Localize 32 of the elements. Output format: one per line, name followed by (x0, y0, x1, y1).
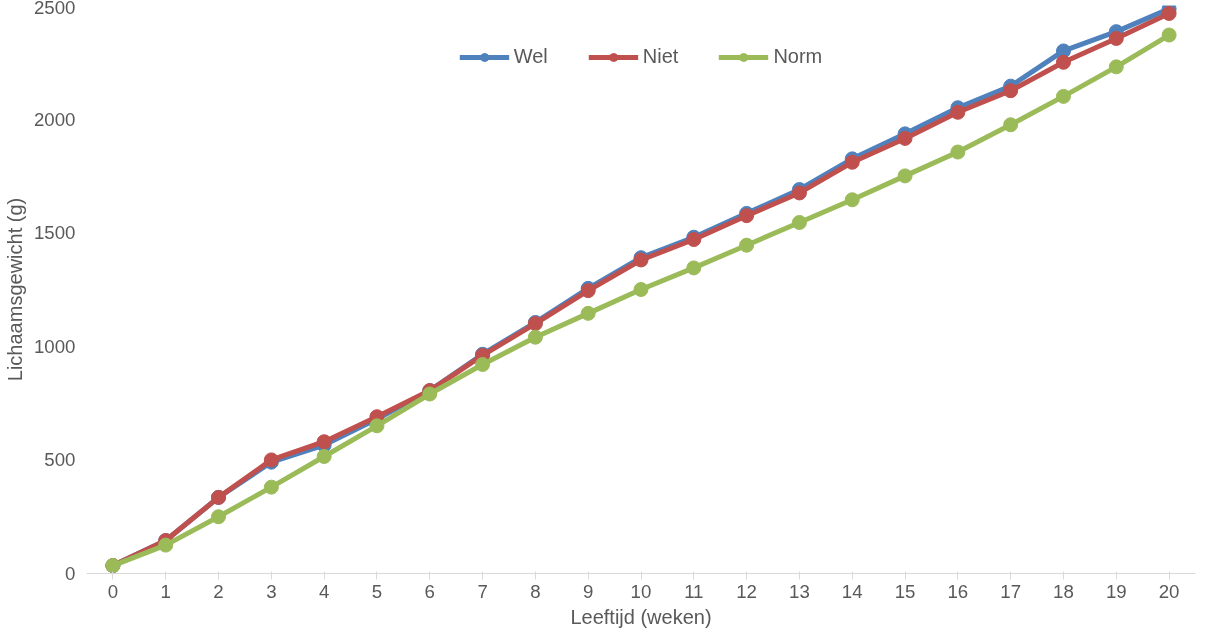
x-tick-label: 20 (1158, 580, 1180, 602)
x-axis-title: Leeftijd (weken) (570, 605, 712, 628)
x-tick-label: 18 (1053, 580, 1074, 602)
x-tick-label: 6 (424, 580, 435, 602)
x-tick-label: 4 (318, 580, 330, 602)
legend-label: Wel (513, 45, 548, 68)
y-axis-title: Lichaamsgewicht (g) (4, 197, 26, 382)
x-tick-label: 9 (583, 580, 594, 602)
x-tick-label: 7 (477, 580, 488, 602)
y-tick-label: 2500 (34, 0, 76, 18)
x-tick-label: 16 (947, 580, 969, 602)
x-tick-label: 10 (630, 580, 652, 602)
legend-label: Norm (773, 45, 823, 68)
x-tick-label: 3 (266, 580, 277, 602)
y-tick-label: 500 (44, 449, 76, 471)
x-tick-label: 14 (841, 580, 863, 602)
x-tick-label: 12 (736, 580, 758, 602)
x-tick-label: 13 (789, 580, 810, 602)
y-tick-label: 2000 (34, 108, 76, 130)
x-tick-label: 15 (894, 580, 916, 602)
x-tick-label: 8 (530, 580, 541, 602)
y-tick-label: 1500 (34, 222, 76, 244)
legend-label: Niet (642, 45, 679, 68)
x-tick-label: 2 (213, 580, 224, 602)
x-tick-label: 0 (107, 580, 119, 602)
y-tick-label: 1000 (34, 335, 76, 357)
x-tick-label: 19 (1105, 580, 1127, 602)
x-tick-label: 1 (160, 580, 171, 602)
x-tick-label: 11 (684, 580, 704, 602)
x-tick-label: 17 (1000, 580, 1022, 602)
x-tick-label: 5 (371, 580, 383, 602)
y-tick-label: 0 (65, 563, 76, 584)
